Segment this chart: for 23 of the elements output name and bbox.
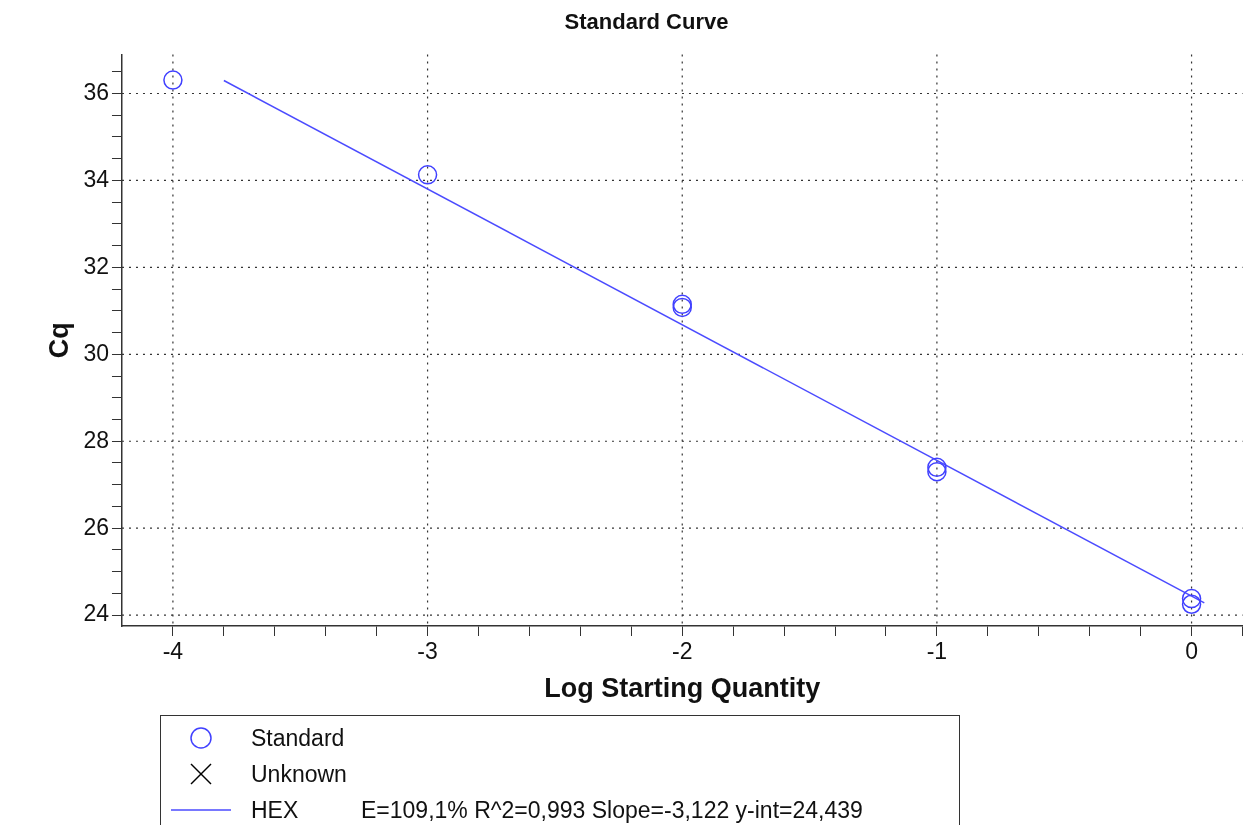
x-tick-label: -3 xyxy=(417,638,438,665)
legend-label: HEX xyxy=(250,796,300,824)
legend-label: Standard xyxy=(250,724,346,752)
y-tick-label: 32 xyxy=(83,252,109,279)
point xyxy=(1181,588,1202,609)
y-tick-label: 36 xyxy=(83,78,109,105)
point xyxy=(1181,594,1202,615)
y-axis-title: Cq xyxy=(43,322,74,359)
chart-title: Standard Curve xyxy=(564,9,729,35)
y-tick-label: 26 xyxy=(83,513,109,540)
x-axis-title: Log Starting Quantity xyxy=(544,673,821,704)
text: E=109,1% R^2=0,993 Slope=-3,122 y-int=24,439 xyxy=(360,796,863,824)
x-tick-label: -4 xyxy=(162,638,184,665)
y-tick-label: 28 xyxy=(83,426,109,453)
legend-label: Unknown xyxy=(250,760,348,788)
y-tick-label: 30 xyxy=(83,339,109,366)
x-tick-label: -2 xyxy=(672,638,693,665)
y-tick-label: 24 xyxy=(83,600,110,627)
x-tick-label: -1 xyxy=(926,638,948,665)
point xyxy=(417,165,438,185)
x-tick-label: 0 xyxy=(1185,638,1198,665)
y-tick-label: 34 xyxy=(83,165,110,192)
point xyxy=(163,70,183,90)
